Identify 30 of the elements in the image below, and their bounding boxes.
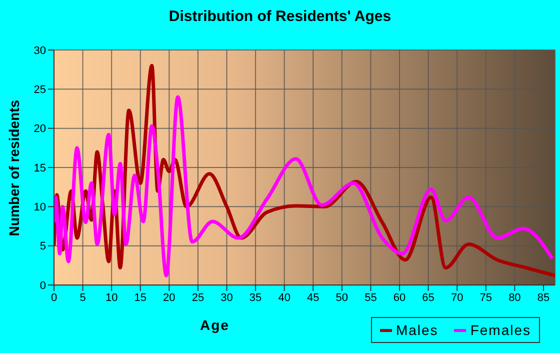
x-tick-label: 85 — [537, 292, 550, 304]
x-tick-label: 70 — [450, 292, 464, 304]
x-tick-label: 65 — [422, 292, 434, 304]
x-tick-label: 15 — [134, 292, 147, 304]
y-axis-title: Number of residents — [6, 99, 22, 236]
y-tick-label: 25 — [34, 84, 46, 96]
y-tick-label: 30 — [34, 44, 46, 57]
y-tick-label: 20 — [34, 123, 46, 136]
x-tick-label: 35 — [249, 292, 262, 304]
x-tick-label: 30 — [220, 292, 233, 304]
x-tick-label: 40 — [278, 292, 290, 304]
x-tick-label: 55 — [364, 292, 377, 304]
y-tick-label: 0 — [40, 280, 46, 292]
x-tick-label: 80 — [508, 292, 521, 304]
x-tick-label: 25 — [192, 292, 204, 304]
x-tick-label: 75 — [480, 292, 492, 304]
x-tick-label: 60 — [393, 292, 406, 304]
chart-title: Distribution of Residents' Ages — [168, 8, 392, 25]
legend-label: Females — [469, 322, 531, 338]
legend-label: Males — [394, 322, 438, 338]
x-tick-label: 10 — [105, 292, 118, 304]
y-tick-label: 5 — [40, 240, 46, 253]
y-tick-label: 15 — [34, 162, 46, 174]
x-axis-title: Age — [200, 317, 230, 333]
y-tick-label: 10 — [34, 202, 46, 214]
x-tick-label: 50 — [336, 292, 348, 304]
x-tick-label: 20 — [163, 292, 176, 304]
x-tick-label: 0 — [50, 292, 58, 304]
x-tick-label: 5 — [80, 292, 86, 304]
x-tick-label: 45 — [307, 292, 320, 304]
